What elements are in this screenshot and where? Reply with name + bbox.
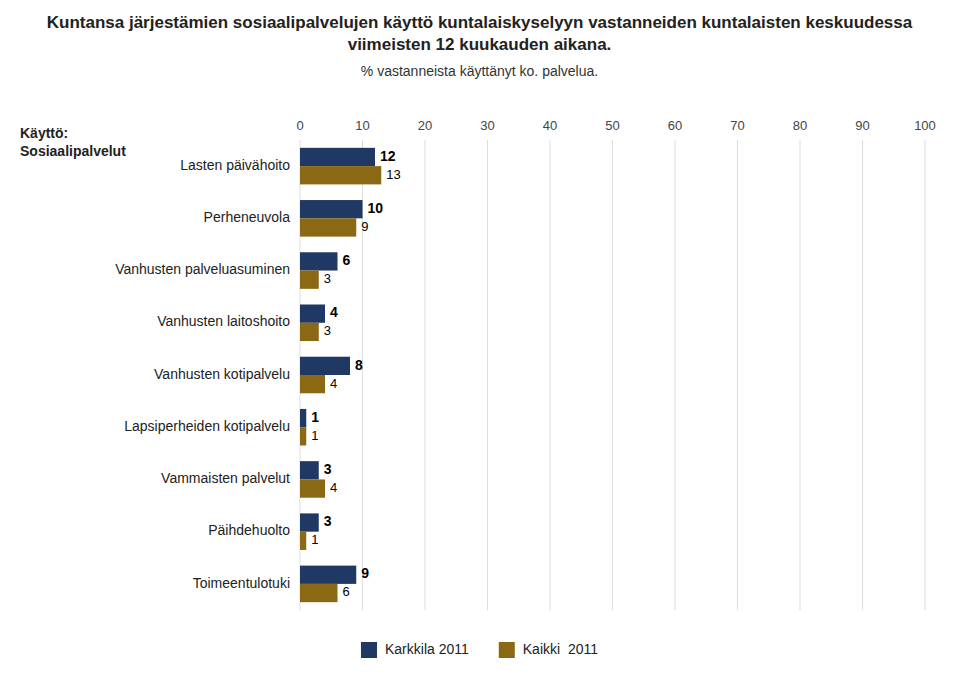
bar <box>300 375 325 393</box>
bar <box>300 218 356 236</box>
x-tick-label: 100 <box>914 118 936 133</box>
data-label: 12 <box>380 148 396 164</box>
bar <box>300 271 319 289</box>
y-tick-label: Lasten päivähoito <box>180 157 290 173</box>
x-tick-label: 80 <box>793 118 807 133</box>
y-tick-label: Vanhusten palveluasuminen <box>115 261 290 277</box>
x-tick-label: 70 <box>730 118 744 133</box>
bar <box>300 409 306 427</box>
title-line: Kuntansa järjestämien sosiaalipalvelujen… <box>47 13 913 32</box>
grid-line <box>550 140 551 610</box>
data-label: 6 <box>343 584 350 599</box>
bar <box>300 305 325 323</box>
x-axis: 0 10 20 30 40 50 60 70 80 90 100 <box>296 118 935 133</box>
bar <box>300 357 350 375</box>
data-label: 4 <box>330 304 338 320</box>
y-tick-label: Perheneuvola <box>204 209 291 225</box>
y-axis: Lasten päivähoito Perheneuvola Vanhusten p… <box>115 157 290 591</box>
grid-line <box>675 140 676 610</box>
data-labels: 121064813391393341416 <box>311 148 400 600</box>
x-tick-label: 40 <box>543 118 557 133</box>
bar <box>300 200 363 218</box>
grid-line <box>737 140 738 610</box>
data-label: 3 <box>324 461 332 477</box>
x-tick-label: 60 <box>668 118 682 133</box>
grid-line <box>487 140 488 610</box>
bar <box>300 566 356 584</box>
x-tick-label: 10 <box>355 118 369 133</box>
y-tick-label: Vanhusten laitoshoito <box>157 313 290 329</box>
grid-line <box>800 140 801 610</box>
data-label: 13 <box>386 167 400 182</box>
bar <box>300 427 306 445</box>
legend-label: Karkkila 2011 <box>385 641 469 657</box>
title: Kuntansa järjestämien sosiaalipalvelujen… <box>47 13 913 54</box>
x-tick-label: 0 <box>296 118 303 133</box>
y-axis-label: Käyttö: Sosiaalipalvelut <box>20 125 126 159</box>
data-label: 3 <box>324 271 331 286</box>
legend-swatch <box>499 642 515 658</box>
x-tick-label: 20 <box>418 118 432 133</box>
bar <box>300 252 338 270</box>
data-label: 9 <box>361 565 369 581</box>
legend: Karkkila 2011 Kaikki 2011 <box>361 641 598 658</box>
y-tick-label: Lapsiperheiden kotipalvelu <box>124 418 290 434</box>
page: {"chart_data": { "type": "bar", "orienta… <box>0 0 959 685</box>
legend-swatch <box>361 642 377 658</box>
grid-line <box>925 140 926 610</box>
bar <box>300 461 319 479</box>
data-label: 10 <box>368 200 384 216</box>
data-label: 9 <box>361 219 368 234</box>
chart: Kuntansa järjestämien sosiaalipalvelujen… <box>0 0 959 685</box>
bar <box>300 148 375 166</box>
bar <box>300 513 319 531</box>
y-tick-label: Vammaisten palvelut <box>161 470 290 486</box>
data-label: 3 <box>324 323 331 338</box>
data-label: 6 <box>343 252 351 268</box>
bar <box>300 479 325 497</box>
bar <box>300 532 306 550</box>
grid-line <box>862 140 863 610</box>
y-axis-label-line: Käyttö: <box>20 125 68 141</box>
x-tick-label: 50 <box>605 118 619 133</box>
data-label: 1 <box>311 428 318 443</box>
data-label: 4 <box>330 376 337 391</box>
y-tick-label: Vanhusten kotipalvelu <box>154 366 290 382</box>
bars <box>300 148 381 602</box>
bar <box>300 584 338 602</box>
title-line: viimeisten 12 kuukauden aikana. <box>348 35 612 54</box>
data-label: 1 <box>311 409 319 425</box>
bar <box>300 323 319 341</box>
x-tick-label: 90 <box>855 118 869 133</box>
data-label: 3 <box>324 513 332 529</box>
data-label: 8 <box>355 357 363 373</box>
grid-line <box>612 140 613 610</box>
y-tick-label: Toimeentulotuki <box>193 575 290 591</box>
grid-line <box>425 140 426 610</box>
data-label: 4 <box>330 480 337 495</box>
bar <box>300 166 381 184</box>
subtitle: % vastanneista käyttänyt ko. palvelua. <box>361 63 598 79</box>
grid <box>300 140 925 610</box>
x-tick-label: 30 <box>480 118 494 133</box>
y-tick-label: Päihdehuolto <box>208 522 290 538</box>
legend-label: Kaikki 2011 <box>523 641 598 657</box>
y-axis-label-line: Sosiaalipalvelut <box>20 143 126 159</box>
data-label: 1 <box>311 532 318 547</box>
